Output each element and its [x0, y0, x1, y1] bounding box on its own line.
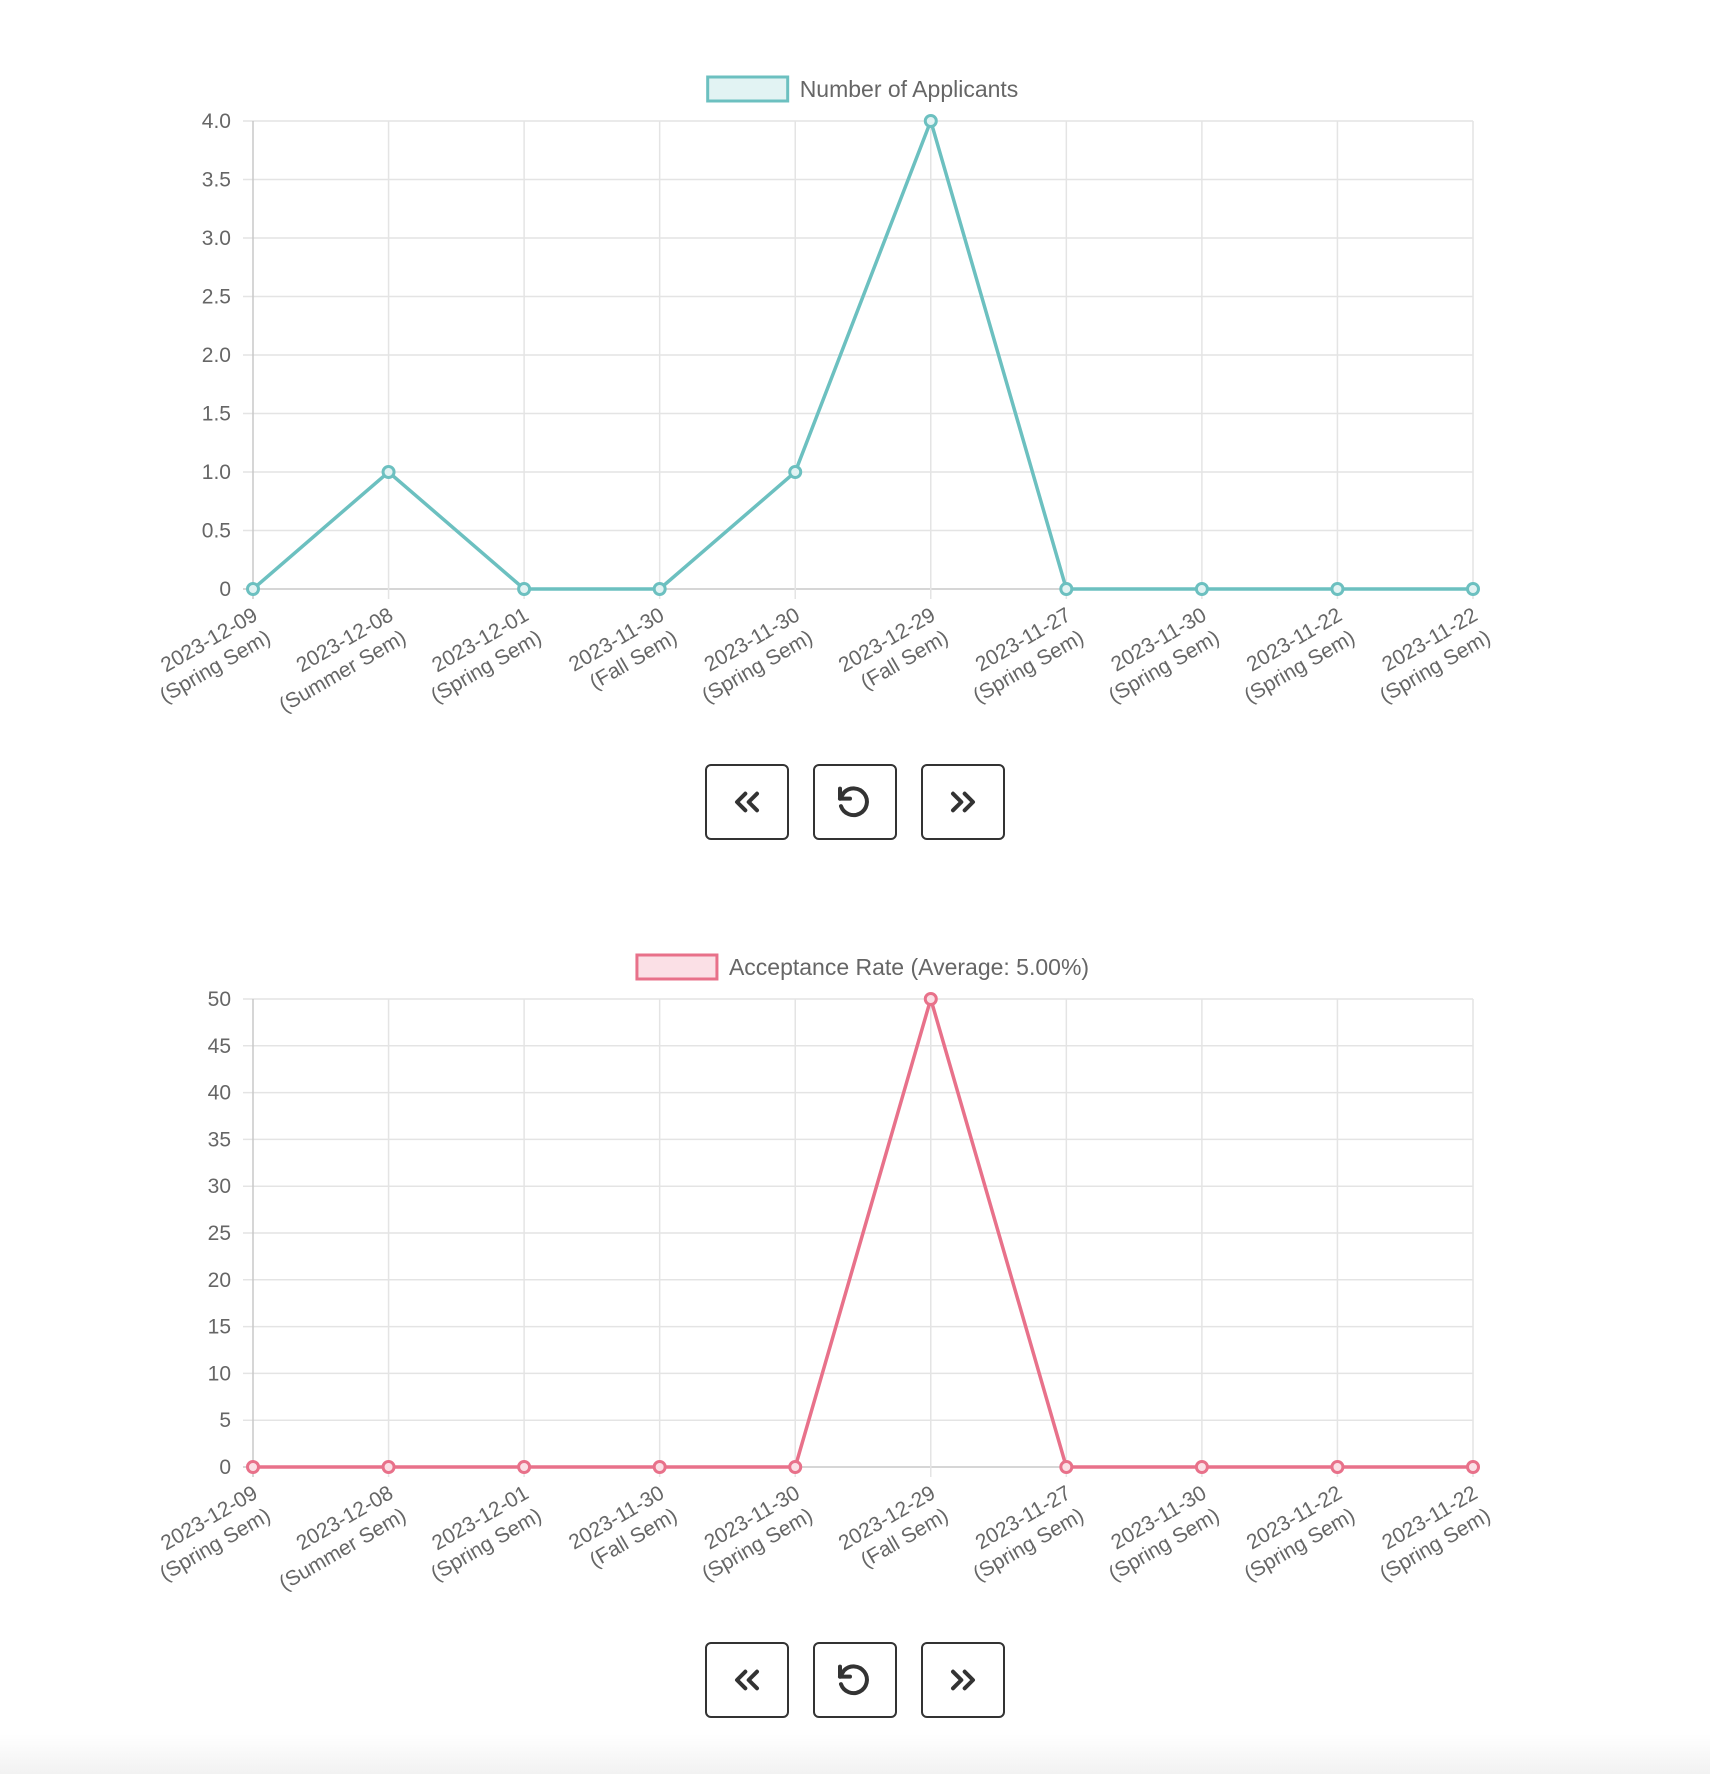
x-tick-label: 2023-12-08(Summer Sem)	[275, 603, 410, 717]
legend-swatch	[635, 953, 719, 981]
legend-label: Acceptance Rate (Average: 5.00%)	[729, 954, 1089, 980]
y-tick-label: 45	[208, 1035, 231, 1058]
data-point	[1466, 582, 1480, 596]
data-point	[923, 114, 938, 128]
reset-zoom-button[interactable]	[813, 764, 897, 840]
y-tick-label: 1.0	[202, 461, 231, 484]
y-tick-label: 5	[219, 1409, 231, 1432]
data-point	[923, 992, 938, 1006]
y-tick-label: 3.0	[202, 227, 231, 250]
y-tick-label: 2.5	[202, 286, 231, 309]
prev-page-button[interactable]	[705, 1642, 789, 1718]
y-tick-label: 40	[208, 1082, 231, 1105]
y-tick-label: 50	[208, 988, 231, 1011]
data-point	[652, 1460, 667, 1474]
data-point	[517, 582, 532, 596]
x-tick-label: 2023-11-22(Spring Sem)	[1376, 603, 1495, 707]
data-point	[1059, 582, 1074, 596]
data-point	[517, 1460, 532, 1474]
data-point	[246, 582, 260, 596]
data-point	[381, 1460, 396, 1474]
x-tick-label: 2023-11-30(Fall Sem)	[565, 1481, 681, 1572]
x-tick-label: 2023-12-08(Summer Sem)	[275, 1481, 410, 1595]
y-tick-label: 3.5	[202, 169, 231, 192]
legend: Number of Applicants	[706, 75, 1019, 103]
prev-page-button[interactable]	[705, 764, 789, 840]
y-tick-label: 10	[208, 1362, 231, 1385]
y-tick-label: 20	[208, 1269, 231, 1292]
data-point	[1059, 1460, 1074, 1474]
y-tick-label: 2.0	[202, 344, 231, 367]
data-point	[1194, 1460, 1209, 1474]
series-line	[251, 115, 1473, 591]
y-tick-label: 0	[219, 578, 231, 601]
x-tick-label: 2023-12-09(Spring Sem)	[156, 1481, 275, 1585]
data-point	[381, 465, 396, 479]
x-tick-label: 2023-12-01(Spring Sem)	[427, 603, 546, 707]
double-chevron-left-icon	[735, 1669, 759, 1691]
y-tick-label: 4.0	[202, 110, 231, 133]
rotate-ccw-icon	[838, 1664, 869, 1696]
double-chevron-left-icon	[735, 791, 759, 813]
applicants-chart-controls	[0, 764, 1710, 840]
x-tick-label: 2023-11-22(Spring Sem)	[1240, 1481, 1359, 1585]
data-point	[1330, 582, 1345, 596]
series-line	[253, 992, 1473, 1469]
x-tick-label: 2023-11-30(Fall Sem)	[565, 603, 681, 694]
page-bottom-fade	[0, 1734, 1710, 1774]
x-tick-label: 2023-11-30(Spring Sem)	[1105, 1481, 1224, 1585]
x-tick-label: 2023-11-22(Spring Sem)	[1376, 1481, 1495, 1585]
data-point	[788, 465, 803, 479]
data-point	[1194, 582, 1209, 596]
acceptance-rate-line-chart: Acceptance Rate (Average: 5.00%) 0 5 10 15 20…	[156, 953, 1495, 1595]
x-tick-label: 2023-11-30(Spring Sem)	[698, 1481, 817, 1585]
next-page-button[interactable]	[921, 1642, 1005, 1718]
next-page-button[interactable]	[921, 764, 1005, 840]
x-tick-label: 2023-11-30(Spring Sem)	[1105, 603, 1224, 707]
data-point	[1466, 1460, 1480, 1474]
legend: Acceptance Rate (Average: 5.00%)	[635, 953, 1089, 981]
rotate-ccw-icon	[838, 786, 869, 818]
data-point	[788, 1460, 803, 1474]
legend-label: Number of Applicants	[800, 76, 1019, 102]
data-point	[652, 582, 667, 596]
y-tick-label: 15	[208, 1316, 231, 1339]
y-tick-label: 25	[208, 1222, 231, 1245]
x-tick-label: 2023-11-30(Spring Sem)	[698, 603, 817, 707]
x-tick-label: 2023-12-01(Spring Sem)	[427, 1481, 546, 1585]
legend-swatch	[706, 75, 790, 103]
y-tick-label: 0.5	[202, 520, 231, 543]
data-point	[1330, 1460, 1345, 1474]
data-point	[246, 1460, 260, 1474]
x-tick-label: 2023-11-27(Spring Sem)	[969, 603, 1088, 707]
applicants-line-chart: Number of Applicants 0 0.5 1.0 1.5 2.0 2.5 3.0 3…	[156, 75, 1495, 717]
x-tick-label: 2023-11-22(Spring Sem)	[1240, 603, 1359, 707]
double-chevron-right-icon	[951, 1669, 975, 1691]
acceptance-rate-chart-controls	[0, 1642, 1710, 1718]
x-tick-label: 2023-12-29(Fall Sem)	[835, 1481, 953, 1572]
x-tick-label: 2023-12-29(Fall Sem)	[835, 603, 953, 694]
y-tick-label: 1.5	[202, 403, 231, 426]
x-tick-label: 2023-12-09(Spring Sem)	[156, 603, 275, 707]
reset-zoom-button[interactable]	[813, 1642, 897, 1718]
y-tick-label: 30	[208, 1175, 231, 1198]
y-tick-label: 35	[208, 1128, 231, 1151]
double-chevron-right-icon	[951, 791, 975, 813]
x-tick-label: 2023-11-27(Spring Sem)	[969, 1481, 1088, 1585]
y-tick-label: 0	[219, 1456, 231, 1479]
